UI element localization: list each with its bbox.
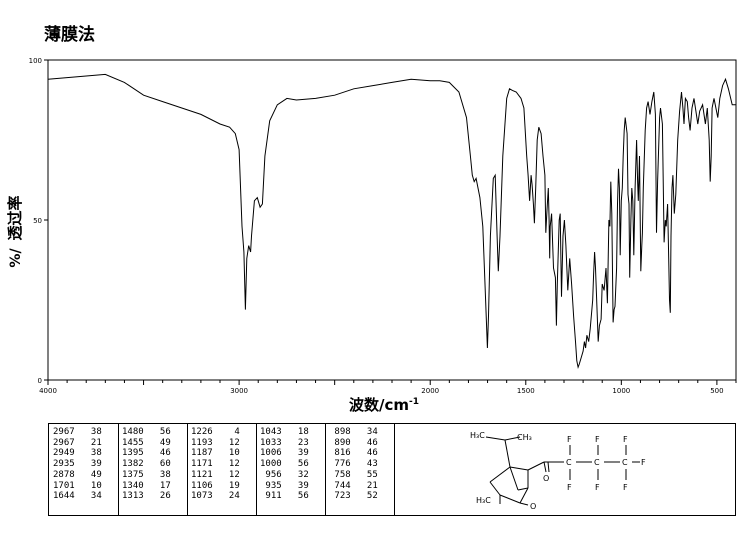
y-axis-label-group: 透过率 %/ xyxy=(6,195,24,267)
x-axis-ticks: 4000 3000 2000 1500 1000 500 xyxy=(39,380,737,395)
y-tick-label: 100 xyxy=(29,57,42,65)
peak-column-divider xyxy=(187,424,188,515)
x-tick-label: 1500 xyxy=(517,387,535,395)
label-f4: F xyxy=(595,483,600,492)
ir-spectrum-chart: 0 50 100 4000 3000 2000 1500 1000 500 透过率 %/ 波数… xyxy=(6,57,737,414)
y-axis-unit: %/ xyxy=(8,248,24,268)
x-tick-label: 3000 xyxy=(230,387,248,395)
peak-column: 1226 4 1193 12 1187 10 1171 12 1121 12 1… xyxy=(191,427,240,502)
label-h3c-bottom: H₃C xyxy=(476,496,491,505)
x-tick-label: 4000 xyxy=(39,387,57,395)
peak-column: 1480 56 1455 49 1395 46 1382 60 1375 38 … xyxy=(122,427,171,502)
label-f5: F xyxy=(623,435,628,444)
label-f6: F xyxy=(623,483,628,492)
label-c2: C xyxy=(594,458,600,467)
label-c1: C xyxy=(566,458,572,467)
peak-column-divider xyxy=(394,424,395,515)
peak-column-divider xyxy=(325,424,326,515)
y-axis-label: 透过率 xyxy=(6,195,24,240)
x-tick-label: 2000 xyxy=(421,387,439,395)
peak-column: 1043 18 1033 23 1006 39 1000 56 956 32 9… xyxy=(260,427,309,502)
y-tick-label: 0 xyxy=(38,377,42,385)
molecular-structure: H₃C CH₃ H₃C O O C C C F F F F F F F xyxy=(470,431,646,511)
x-tick-label: 500 xyxy=(710,387,723,395)
peak-column: 2967 38 2967 21 2949 38 2935 39 2878 49 … xyxy=(53,427,102,502)
label-c3: C xyxy=(622,458,628,467)
x-tick-label: 1000 xyxy=(612,387,630,395)
label-ch3: CH₃ xyxy=(517,433,532,442)
label-h3c-top: H₃C xyxy=(470,431,485,440)
label-f7: F xyxy=(641,458,646,467)
label-o-ketone: O xyxy=(530,502,536,511)
x-axis-label: 波数/cm-1 xyxy=(349,396,419,414)
label-f1: F xyxy=(567,435,572,444)
page-title: 薄膜法 xyxy=(44,25,95,45)
y-axis-ticks: 0 50 100 xyxy=(29,57,48,385)
peak-column-divider xyxy=(118,424,119,515)
peak-column: 898 34 890 46 816 46 776 43 758 55 744 2… xyxy=(334,427,378,502)
y-tick-label: 50 xyxy=(33,217,42,225)
peak-column-divider xyxy=(256,424,257,515)
label-o-acyl: O xyxy=(543,474,549,483)
peak-table: 2967 38 2967 21 2949 38 2935 39 2878 49 … xyxy=(48,423,736,516)
label-f3: F xyxy=(595,435,600,444)
spectrum-line xyxy=(47,73,736,370)
label-f2: F xyxy=(567,483,572,492)
